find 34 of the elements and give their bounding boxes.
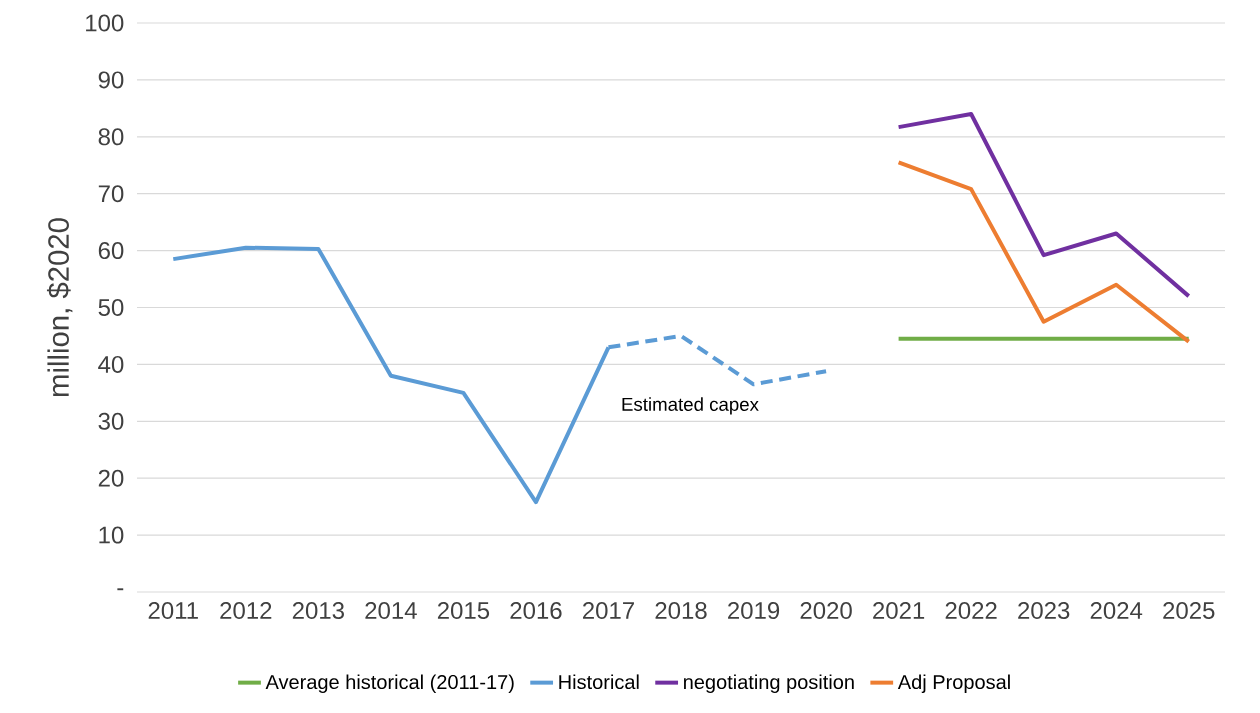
x-tick-label: 2020 [800,602,852,620]
x-tick-label: 2014 [365,602,417,620]
y-tick-label: 20 [98,469,124,487]
x-tick-label: 2013 [292,602,344,620]
annotation: Estimated capex [622,397,759,415]
x-tick-label: 2022 [945,602,997,620]
y-tick-label: 50 [98,298,124,316]
x-tick-label: 2023 [1018,602,1070,620]
legend-label: Adj Proposal [897,674,1010,694]
y-tick-label: 90 [98,71,124,89]
y-axis-title: million, $2020 [46,218,73,397]
line-series [896,112,1191,299]
x-tick-label: 2024 [1090,602,1143,620]
y-tick-label: - [117,588,124,591]
x-tick-label: 2011 [148,602,198,620]
y-tick-label: 40 [98,355,124,373]
x-tick-label: 2021 [873,602,925,620]
x-tick-label: 2017 [582,602,634,620]
x-tick-label: 2015 [437,602,490,620]
x-tick-label: 2025 [1163,602,1215,620]
legend-label: Historical [559,674,639,690]
y-tick-label: 70 [98,185,124,203]
y-tick-label: 10 [99,526,124,544]
y-tick-label: 60 [98,242,124,260]
y-tick-label: 30 [98,412,124,430]
x-tick-label: 2018 [655,602,707,620]
y-tick-label: 100 [86,14,124,32]
x-tick-label: 2016 [510,602,562,620]
y-tick-label: 80 [98,128,124,146]
line-series [896,160,1191,344]
legend-label: negotiating position [684,674,854,694]
legend-label: Average historical (2011-17) [265,674,514,694]
x-tick-label: 2019 [728,602,780,620]
x-tick-label: 2012 [220,602,272,620]
